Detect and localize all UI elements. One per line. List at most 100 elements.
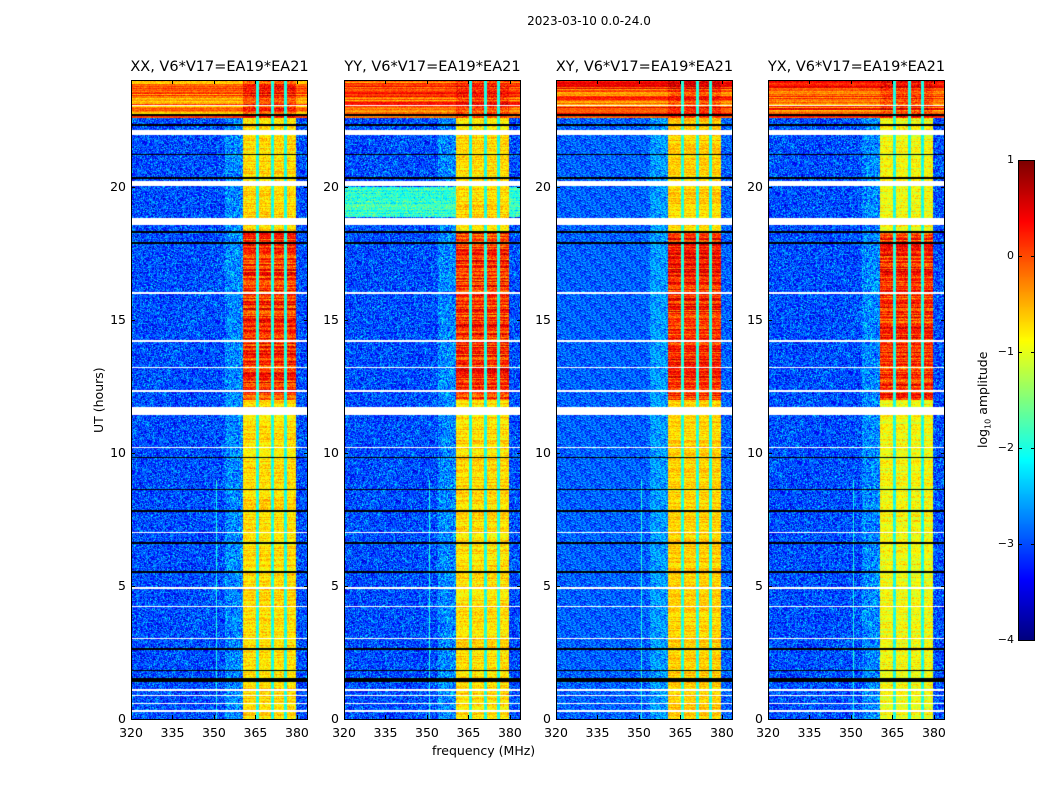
x-tick-mark (933, 715, 935, 719)
panel-title-3: YX, V6*V17=EA19*EA21 (767, 59, 946, 75)
heatmap-image-3 (769, 81, 944, 719)
y-tick-mark-right (941, 319, 945, 321)
colorbar-label: log10 amplitude (975, 352, 993, 448)
heatmap-panel-2 (556, 80, 733, 720)
y-tick-label: 5 (118, 577, 126, 593)
y-tick-label: 5 (755, 577, 763, 593)
y-axis-label: UT (hours) (91, 367, 106, 433)
colorbar-tick-mark-right (1031, 640, 1035, 641)
x-tick-mark-top (933, 80, 935, 84)
x-tick-mark (131, 715, 132, 719)
x-tick-label: 365 (243, 725, 268, 740)
x-tick-label: 320 (544, 725, 568, 740)
y-tick-mark-right (517, 186, 521, 188)
heatmap-image-0 (132, 81, 307, 719)
y-tick-mark (556, 186, 560, 188)
x-tick-mark-top (385, 80, 387, 84)
x-tick-mark-top (892, 80, 894, 84)
x-tick-mark (809, 715, 811, 719)
x-tick-mark (344, 715, 345, 719)
y-tick-mark (768, 585, 772, 587)
y-tick-mark-right (517, 719, 521, 720)
y-tick-mark-right (941, 719, 945, 720)
x-tick-label: 320 (119, 725, 143, 740)
x-tick-mark-top (850, 80, 852, 84)
y-tick-mark-right (304, 585, 308, 587)
heatmap-panel-0 (131, 80, 308, 720)
y-tick-mark-right (729, 186, 733, 188)
y-tick-mark (131, 585, 135, 587)
colorbar-tick-mark (1018, 160, 1022, 161)
y-tick-label: 10 (110, 444, 126, 460)
colorbar-tick-mark-right (1031, 352, 1035, 353)
y-tick-label: 5 (331, 577, 339, 593)
x-tick-mark-top (509, 80, 511, 84)
x-tick-mark (850, 715, 852, 719)
x-tick-label: 320 (756, 725, 780, 740)
x-tick-mark-top (638, 80, 640, 84)
y-tick-mark (556, 452, 560, 454)
x-tick-label: 350 (415, 725, 439, 740)
x-tick-mark-top (721, 80, 723, 84)
y-tick-label: 20 (323, 178, 339, 194)
y-tick-label: 15 (323, 311, 339, 327)
colorbar-tick-mark (1018, 256, 1022, 257)
y-tick-mark (556, 719, 560, 720)
x-tick-label: 380 (710, 725, 734, 740)
x-tick-mark (385, 715, 387, 719)
y-tick-mark-right (729, 719, 733, 720)
y-tick-label: 0 (118, 711, 126, 726)
x-tick-mark (468, 715, 470, 719)
x-tick-mark-top (344, 80, 345, 84)
y-tick-mark (768, 319, 772, 321)
panel-title-0: XX, V6*V17=EA19*EA21 (130, 59, 309, 75)
x-tick-mark-top (468, 80, 470, 84)
y-tick-label: 15 (747, 311, 763, 327)
y-tick-label: 0 (755, 711, 763, 726)
y-tick-mark-right (517, 319, 521, 321)
colorbar-tick-mark-right (1031, 448, 1035, 449)
colorbar-label-suffix: amplitude (975, 351, 990, 419)
x-tick-mark-top (172, 80, 174, 84)
x-tick-mark (768, 715, 769, 719)
x-tick-label: 350 (627, 725, 651, 740)
colorbar-tick-label: −3 (997, 537, 1014, 550)
x-tick-label: 365 (880, 725, 905, 740)
heatmap-image-1 (345, 81, 520, 719)
heatmap-panel-3 (768, 80, 945, 720)
y-tick-mark-right (304, 452, 308, 454)
x-tick-label: 380 (498, 725, 522, 740)
x-tick-mark-top (426, 80, 428, 84)
y-tick-mark-right (729, 585, 733, 587)
x-tick-mark (213, 715, 215, 719)
figure-title: 2023-03-10 0.0-24.0 (527, 14, 651, 28)
x-tick-label: 350 (202, 725, 226, 740)
x-tick-label: 335 (797, 725, 822, 740)
y-tick-label: 10 (535, 444, 551, 460)
x-tick-mark-top (131, 80, 132, 84)
y-tick-label: 20 (110, 178, 126, 194)
x-tick-mark (721, 715, 723, 719)
x-tick-mark-top (556, 80, 557, 84)
heatmap-panel-1 (344, 80, 521, 720)
colorbar-tick-label: −2 (997, 441, 1014, 454)
y-tick-mark (556, 319, 560, 321)
y-tick-mark-right (304, 719, 308, 720)
x-tick-mark (892, 715, 894, 719)
x-tick-mark (597, 715, 599, 719)
y-tick-mark (131, 452, 135, 454)
colorbar-tick-label: 1 (1007, 153, 1014, 166)
x-tick-mark-top (296, 80, 298, 84)
colorbar-tick-mark (1018, 544, 1022, 545)
colorbar (1018, 160, 1035, 641)
x-tick-mark-top (768, 80, 769, 84)
y-tick-mark-right (304, 186, 308, 188)
x-tick-mark (426, 715, 428, 719)
y-tick-mark-right (304, 319, 308, 321)
y-tick-label: 15 (110, 311, 126, 327)
y-tick-mark-right (941, 585, 945, 587)
y-tick-label: 5 (543, 577, 551, 593)
x-tick-mark (638, 715, 640, 719)
x-tick-mark (172, 715, 174, 719)
